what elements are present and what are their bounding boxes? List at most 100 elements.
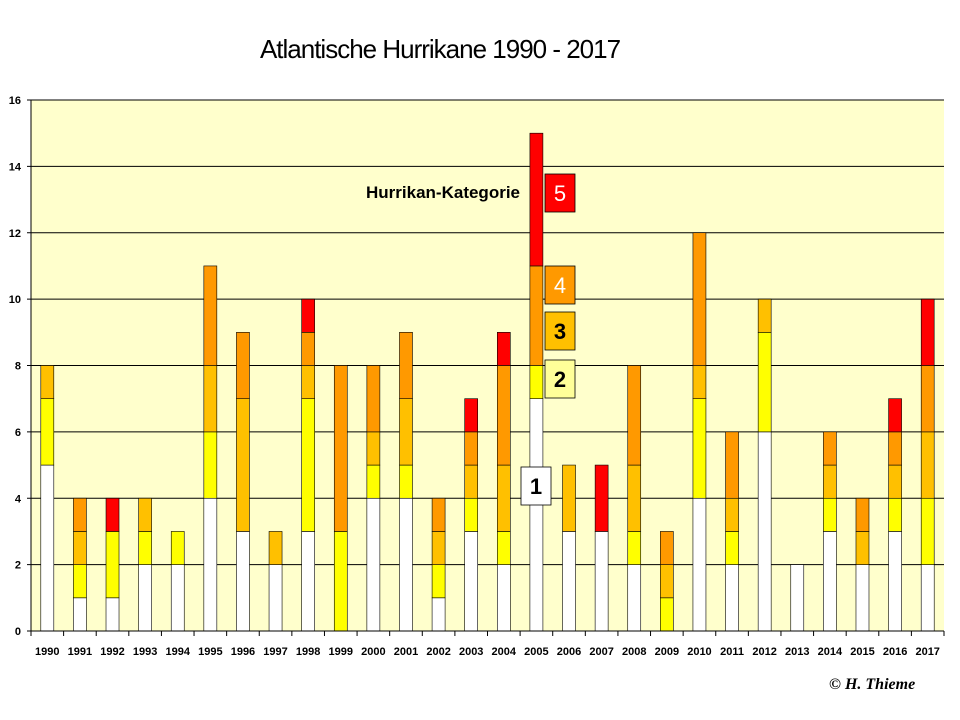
bar-2011-category-3 [725, 497, 739, 532]
x-tick-label-2001: 2001 [394, 646, 418, 658]
y-tick-label-12: 12 [9, 228, 21, 240]
bar-1999-category-2 [333, 531, 348, 632]
bar-2008-category-4 [627, 365, 642, 466]
bar-1998-category-3 [301, 365, 315, 399]
legend-label-3: 3 [554, 319, 566, 344]
bar-2012-category-3 [757, 298, 772, 333]
x-tick-label-1992: 1992 [100, 646, 124, 658]
bar-1992-category-5 [105, 497, 120, 532]
bar-2000-category-4 [366, 365, 381, 433]
y-tick-label-10: 10 [9, 294, 21, 306]
bar-2001-category-2 [399, 464, 413, 499]
x-tick-label-2013: 2013 [785, 646, 809, 658]
bar-2000-category-3 [366, 431, 381, 466]
x-tick-label-2000: 2000 [361, 646, 385, 658]
legend-swatch-3 [544, 311, 576, 351]
bar-2002-category-2 [431, 564, 446, 599]
bar-1990-category-2 [40, 398, 55, 466]
bar-1998-category-2 [301, 398, 315, 532]
bar-2005-category-4 [529, 265, 544, 366]
bar-2000-category-1 [366, 497, 381, 632]
x-tick-label-1999: 1999 [329, 646, 353, 658]
bar-1992-category-1 [105, 597, 120, 632]
bar-2016-category-2 [888, 497, 902, 532]
bar-1990-category-3 [40, 365, 55, 399]
bar-2010-category-3 [692, 365, 707, 399]
bar-2001-category-4 [399, 332, 413, 399]
legend: Hurrikan-Kategorie 5 4 3 2 1 [366, 173, 576, 506]
x-tick-label-2017: 2017 [915, 646, 939, 658]
bar-2015-category-1 [855, 564, 870, 632]
bar-2016-category-4 [888, 431, 902, 466]
y-tick-labels: 0 2 4 6 8 10 12 14 16 [9, 95, 22, 638]
bar-2011-category-2 [725, 531, 739, 565]
legend-label-1: 1 [530, 474, 542, 499]
bar-1995-category-1 [203, 497, 218, 632]
bar-1993-category-3 [138, 497, 152, 532]
bar-1998-category-5 [301, 298, 315, 333]
axes [27, 99, 945, 636]
legend-label-4: 4 [554, 273, 566, 298]
copyright-credit: © H. Thieme [829, 676, 916, 693]
bar-1994-category-1 [170, 564, 185, 632]
bar-2003-category-4 [464, 431, 478, 466]
bar-1992-category-2 [105, 531, 120, 599]
x-tick-label-1994: 1994 [165, 646, 190, 658]
bar-2002-category-1 [431, 597, 446, 632]
x-tick-label-2008: 2008 [622, 646, 646, 658]
x-tick-label-1990: 1990 [35, 646, 59, 658]
bar-2008-category-3 [627, 464, 642, 532]
y-tick-label-0: 0 [15, 626, 21, 638]
bar-1991-category-3 [73, 531, 87, 565]
bar-1996-category-1 [236, 531, 250, 632]
bar-2017-category-2 [920, 497, 935, 565]
bar-2017-category-3 [920, 431, 935, 499]
bar-2016-category-5 [888, 398, 902, 433]
bars [40, 132, 935, 632]
bar-2011-category-4 [725, 431, 739, 499]
bar-2012-category-1 [757, 431, 772, 632]
bar-1993-category-1 [138, 564, 152, 632]
bar-1995-category-4 [203, 265, 218, 366]
bar-1997-category-3 [268, 531, 283, 565]
bar-2017-category-5 [920, 298, 935, 366]
bar-2007-category-5 [594, 464, 609, 532]
x-tick-label-2010: 2010 [687, 646, 711, 658]
bar-2003-category-1 [464, 531, 478, 632]
bar-2000-category-2 [366, 464, 381, 499]
bar-2012-category-2 [757, 332, 772, 433]
y-tick-label-16: 16 [9, 95, 21, 107]
bar-2008-category-1 [627, 564, 642, 632]
bar-1996-category-4 [236, 332, 250, 399]
bar-1991-category-2 [73, 564, 87, 599]
y-tick-label-14: 14 [9, 161, 22, 173]
bar-2017-category-4 [920, 365, 935, 433]
x-tick-label-2005: 2005 [524, 646, 548, 658]
bar-2015-category-3 [855, 531, 870, 565]
bar-2003-category-2 [464, 497, 478, 532]
x-tick-label-2003: 2003 [459, 646, 483, 658]
bar-2017-category-1 [920, 564, 935, 632]
bar-1991-category-1 [73, 597, 87, 632]
x-tick-label-2011: 2011 [720, 646, 744, 658]
bar-2001-category-3 [399, 398, 413, 466]
bar-2004-category-3 [497, 464, 511, 532]
x-tick-label-2009: 2009 [655, 646, 679, 658]
bar-2010-category-4 [692, 232, 707, 366]
bar-1998-category-1 [301, 531, 315, 632]
legend-swatch-4 [544, 265, 576, 305]
bar-1998-category-4 [301, 332, 315, 366]
bar-2015-category-4 [855, 497, 870, 532]
bar-2014-category-2 [823, 497, 837, 532]
bar-1999-category-4 [333, 365, 348, 532]
bar-2004-category-5 [497, 332, 511, 366]
x-tick-labels: 1990 1991 1992 1993 1994 1995 1996 1997 1998 1999… [35, 646, 940, 658]
bar-2008-category-2 [627, 531, 642, 565]
bar-2014-category-3 [823, 464, 837, 499]
bar-2009-category-4 [660, 531, 674, 565]
legend-swatch-5 [544, 173, 576, 213]
bar-2004-category-2 [497, 531, 511, 565]
bar-2004-category-1 [497, 564, 511, 632]
bar-2006-category-1 [562, 531, 576, 632]
